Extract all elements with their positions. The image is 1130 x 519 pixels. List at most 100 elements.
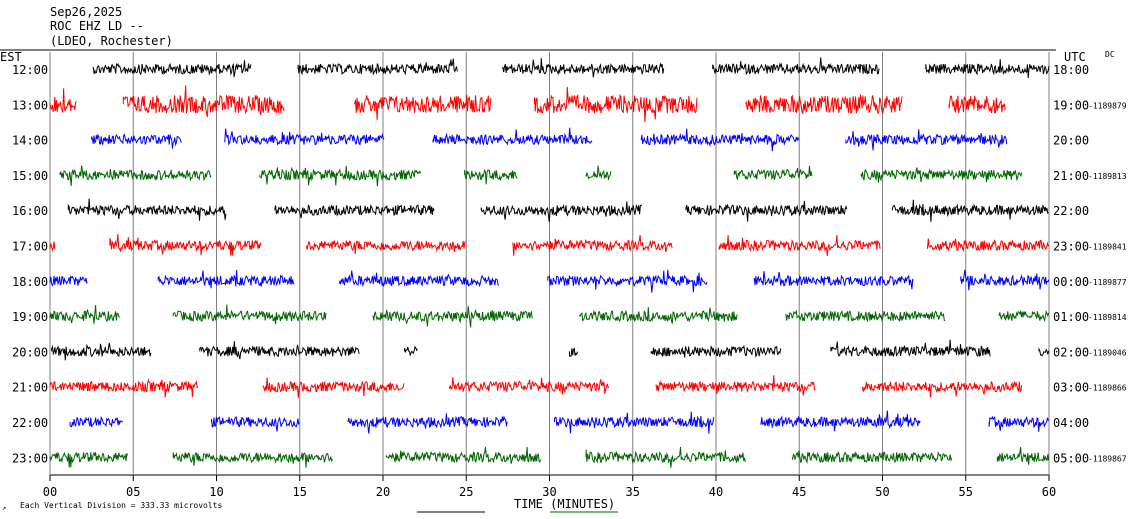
trace-row-2000 — [51, 339, 1050, 361]
dc-offset-label: -1189814 — [1088, 313, 1127, 322]
x-tick-label: 60 — [1042, 485, 1056, 499]
trace-row-1200 — [92, 57, 1050, 79]
trace-segment — [996, 446, 1050, 465]
dc-offset-label: -1189877 — [1088, 278, 1127, 287]
utc-hour-label: 23:00 — [1053, 240, 1089, 254]
trace-rows — [49, 57, 1050, 468]
est-hour-label: 20:00 — [12, 345, 48, 359]
header-date: Sep26,2025 — [50, 5, 122, 19]
trace-segment — [432, 127, 593, 146]
trace-segment — [845, 129, 1008, 151]
utc-hour-label: 20:00 — [1053, 134, 1089, 148]
trace-row-1800 — [49, 269, 1050, 293]
utc-hour-label: 01:00 — [1053, 310, 1089, 324]
utc-hour-label: 22:00 — [1053, 204, 1089, 218]
trace-segment — [830, 339, 991, 358]
utc-hour-label: 04:00 — [1053, 416, 1089, 430]
est-hour-label: 14:00 — [12, 134, 48, 148]
dc-header-label: DC — [1105, 50, 1115, 59]
trace-segment — [172, 304, 327, 325]
trace-segment — [224, 128, 385, 146]
trace-segment — [49, 305, 121, 324]
trace-segment — [655, 375, 816, 396]
trace-segment — [49, 88, 77, 113]
trace-segment — [860, 167, 1023, 183]
header-network: (LDEO, Rochester) — [50, 34, 173, 48]
trace-row-1600 — [67, 198, 1049, 222]
trace-segment — [404, 345, 418, 357]
est-hour-label: 19:00 — [12, 310, 48, 324]
trace-segment — [262, 377, 405, 399]
trace-segment — [512, 235, 673, 256]
trace-segment — [579, 307, 738, 324]
trace-row-2100 — [49, 375, 1023, 399]
trace-segment — [67, 198, 227, 221]
trace-segment — [49, 451, 129, 468]
trace-segment — [122, 85, 285, 118]
trace-segment — [927, 238, 1049, 253]
trace-segment — [385, 446, 542, 464]
trace-segment — [211, 416, 300, 432]
trace-row-1500 — [59, 165, 1023, 187]
trace-row-1400 — [91, 127, 1008, 152]
trace-segment — [449, 377, 610, 395]
dc-offset-label: -1189046 — [1088, 348, 1127, 357]
utc-hour-label: 00:00 — [1053, 275, 1089, 289]
trace-segment — [347, 413, 508, 434]
trace-segment — [109, 234, 262, 256]
dc-offset-label: -1189879 — [1088, 101, 1127, 110]
est-hour-label: 17:00 — [12, 240, 48, 254]
est-hour-label: 18:00 — [12, 275, 48, 289]
trace-segment — [372, 305, 533, 328]
trace-segment — [960, 269, 1050, 291]
utc-hour-label: 21:00 — [1053, 169, 1089, 183]
x-tick-label: 30 — [542, 485, 556, 499]
est-zone-label: EST — [0, 50, 22, 64]
x-tick-label: 55 — [959, 485, 973, 499]
utc-hour-label: 02:00 — [1053, 345, 1089, 359]
est-hour-label: 22:00 — [12, 416, 48, 430]
trace-row-1700 — [49, 234, 1049, 256]
trace-segment — [745, 94, 903, 115]
trace-segment — [480, 201, 643, 222]
header-station: ROC EHZ LD -- — [50, 19, 144, 33]
dc-offset-label: -1189813 — [1088, 172, 1127, 181]
x-tick-label: 20 — [376, 485, 390, 499]
est-hour-label: 21:00 — [12, 381, 48, 395]
trace-segment — [92, 60, 252, 78]
trace-segment — [305, 240, 466, 255]
x-tick-label: 00 — [43, 485, 57, 499]
trace-segment — [925, 59, 1050, 79]
trace-segment — [1038, 347, 1050, 357]
scale-note: Each Vertical Division = 333.33 microvol… — [20, 501, 222, 510]
dc-offset-label: -1189841 — [1088, 243, 1127, 252]
trace-segment — [948, 95, 1006, 114]
x-axis-ticks: 00 05 10 15 20 25 30 35 40 45 50 55 60 — [43, 475, 1056, 499]
trace-segment — [753, 271, 914, 290]
trace-segment — [718, 235, 881, 256]
trace-row-2300 — [49, 446, 1050, 468]
trace-segment — [464, 168, 518, 185]
trace-segment — [760, 410, 921, 432]
trace-row-1300 — [49, 85, 1006, 123]
trace-segment — [199, 341, 360, 360]
trace-segment — [792, 450, 953, 465]
trace-segment — [785, 309, 946, 323]
trace-segment — [585, 165, 612, 180]
trace-segment — [339, 270, 500, 288]
x-tick-label: 25 — [459, 485, 473, 499]
est-hour-label: 12:00 — [12, 63, 48, 77]
trace-segment — [569, 347, 578, 357]
dc-offset-label: -1189867 — [1088, 454, 1127, 463]
vertical-gridlines — [49, 52, 1050, 475]
scale-arrow-icon: ↗ — [2, 504, 6, 512]
trace-segment — [733, 165, 813, 181]
x-tick-label: 40 — [709, 485, 723, 499]
x-tick-label: 05 — [126, 485, 140, 499]
trace-segment — [862, 380, 1023, 398]
x-tick-label: 35 — [626, 485, 640, 499]
trace-segment — [49, 275, 88, 287]
trace-segment — [712, 57, 880, 76]
